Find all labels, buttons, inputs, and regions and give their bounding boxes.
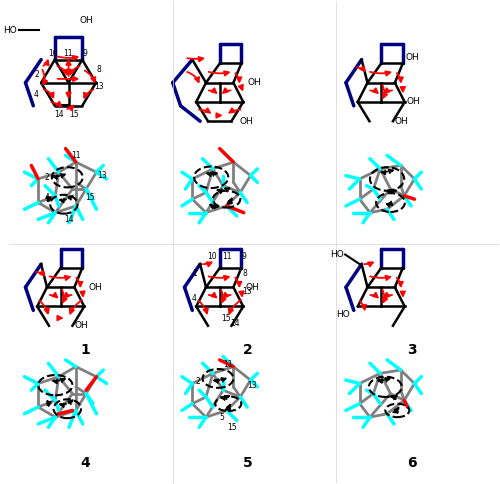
Text: 9: 9: [82, 49, 87, 59]
Text: 5: 5: [219, 413, 224, 422]
Text: 13: 13: [248, 380, 257, 390]
Text: 14: 14: [64, 215, 74, 224]
Text: 6: 6: [406, 456, 416, 470]
Text: 11: 11: [71, 151, 81, 160]
Text: HO: HO: [3, 26, 16, 35]
Text: 13: 13: [242, 287, 252, 296]
Text: 15: 15: [85, 193, 94, 202]
Text: HO: HO: [330, 250, 344, 259]
Text: 3: 3: [406, 343, 416, 357]
Text: 11: 11: [222, 252, 232, 261]
Text: 4: 4: [192, 294, 196, 303]
Text: 2: 2: [34, 70, 39, 79]
Text: 4: 4: [34, 90, 39, 99]
Text: 5: 5: [243, 456, 253, 470]
Text: OH: OH: [245, 283, 259, 292]
Text: 8: 8: [243, 269, 248, 278]
Text: 2: 2: [44, 173, 49, 182]
Text: 1: 1: [80, 343, 90, 357]
Text: OH: OH: [395, 117, 408, 126]
Text: 11: 11: [224, 361, 233, 369]
Text: OH: OH: [240, 117, 253, 126]
Text: OH: OH: [406, 53, 419, 62]
Text: 9: 9: [242, 252, 246, 261]
Text: 4: 4: [80, 456, 90, 470]
Text: OH: OH: [406, 97, 420, 106]
Text: 15: 15: [227, 423, 236, 432]
Text: OH: OH: [88, 283, 102, 292]
Text: 10: 10: [48, 49, 58, 59]
Text: HO: HO: [336, 310, 350, 318]
Text: OH: OH: [80, 16, 93, 26]
Text: 15: 15: [221, 314, 230, 323]
Text: 4: 4: [44, 193, 49, 202]
Text: 1: 1: [192, 269, 196, 278]
Text: 8: 8: [96, 65, 101, 74]
Text: 10: 10: [207, 252, 216, 261]
Text: 11: 11: [64, 49, 73, 59]
Text: 15: 15: [69, 110, 78, 119]
Text: 2: 2: [195, 378, 200, 386]
Text: OH: OH: [248, 78, 262, 87]
Text: 14: 14: [54, 110, 64, 119]
Text: 13: 13: [94, 82, 104, 91]
Text: 14: 14: [230, 319, 240, 328]
Text: 13: 13: [96, 171, 106, 180]
Text: 2: 2: [243, 343, 253, 357]
Text: OH: OH: [74, 321, 88, 330]
